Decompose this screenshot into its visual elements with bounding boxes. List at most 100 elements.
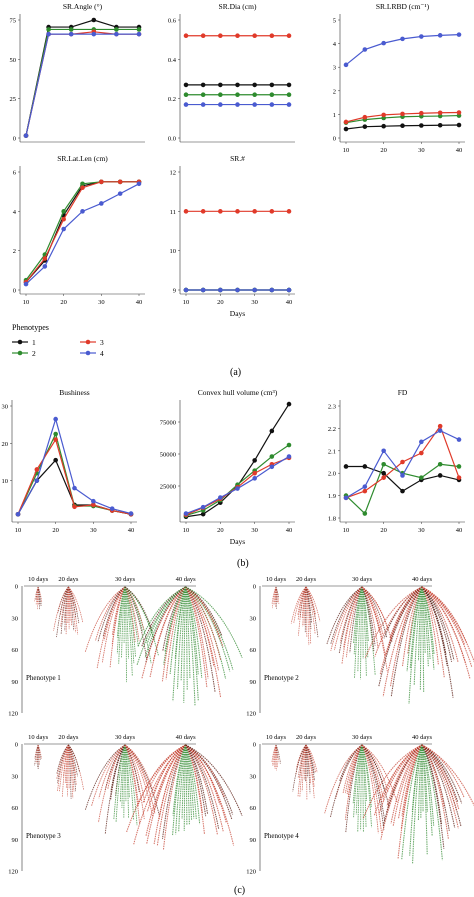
depth-tick-label: 60 (12, 805, 19, 812)
x-tick-label: 40 (286, 527, 293, 534)
root-strand (185, 586, 223, 637)
y-tick-label: 0.4 (168, 57, 177, 64)
chart-title: SR.Angle (°) (63, 2, 103, 11)
day-label: 10 days (28, 576, 49, 583)
data-point (91, 17, 97, 23)
y-tick-label: 1.9 (328, 493, 336, 500)
legend-label: 1 (32, 338, 36, 347)
series-line-4 (17, 416, 132, 515)
chart-8: FD 1.8 1.9 2.0 2.1 2.2 2.3 10 20 30 40 (328, 388, 465, 534)
root-strand (357, 586, 363, 672)
root-system (56, 744, 84, 799)
data-point (456, 437, 462, 442)
x-tick-label: 30 (98, 299, 105, 306)
depth-tick-label: 90 (250, 679, 257, 686)
data-point (218, 102, 223, 107)
x-tick-label: 40 (286, 299, 293, 306)
root-system (362, 744, 474, 864)
data-point (99, 179, 104, 185)
root-strand (162, 586, 186, 651)
legend-title: Phenotypes (12, 323, 49, 332)
root-strand (305, 586, 312, 629)
root-strand (361, 744, 386, 821)
root-strand (185, 744, 207, 817)
panel-label-a: (a) (230, 367, 241, 378)
root-strand (421, 744, 443, 861)
legend-label: 3 (100, 338, 104, 347)
root-strand (185, 744, 209, 815)
x-tick-label: 10 (183, 527, 190, 534)
x-tick-label: 30 (90, 527, 97, 534)
data-point (61, 216, 66, 222)
data-point (68, 31, 74, 37)
root-strand (421, 586, 425, 692)
data-point (286, 401, 292, 407)
root-strand (68, 586, 84, 623)
root-strand (185, 744, 201, 825)
root-strand (185, 586, 188, 691)
data-point (286, 454, 292, 459)
root-strand (68, 586, 70, 630)
data-point (252, 470, 257, 476)
data-point (235, 287, 240, 293)
data-point (252, 476, 257, 481)
root-strand (178, 744, 187, 832)
data-point (136, 27, 142, 32)
day-label: 30 days (352, 576, 373, 583)
root-strand (305, 744, 317, 774)
root-strand (185, 744, 190, 825)
y-tick-label: 75000 (160, 420, 176, 427)
root-system (125, 744, 243, 851)
chart-title: Convex hull volume (cm³) (198, 388, 278, 397)
root-strand (124, 586, 155, 641)
day-label: 30 days (115, 734, 136, 741)
data-point (252, 33, 257, 39)
data-point (456, 464, 462, 469)
root-strand (421, 744, 465, 798)
y-tick-label: 0 (13, 136, 16, 143)
data-point (269, 464, 275, 470)
y-tick-label: 75 (10, 18, 17, 25)
series-line-4 (25, 33, 139, 136)
data-point (400, 459, 405, 465)
chart-title: Bushiness (59, 388, 90, 397)
data-point (109, 506, 115, 511)
root-strand (124, 744, 154, 791)
legend-item-2: 2 (12, 349, 36, 358)
data-point (80, 185, 85, 191)
root-strand (185, 744, 243, 816)
day-label: 20 days (296, 576, 317, 583)
data-point (15, 511, 21, 517)
root-strand (421, 586, 466, 663)
root-strand (68, 586, 77, 618)
data-point (235, 92, 240, 98)
root-strand (185, 744, 227, 823)
data-point (381, 470, 386, 476)
depth-tick-label: 120 (8, 711, 18, 718)
chart-4: SR.Lat.Len (cm) 0 2 4 6 10 20 30 40 (13, 154, 145, 306)
chart-title: SR.# (230, 154, 245, 163)
x-tick-label: 10 (183, 299, 190, 306)
y-tick-label: 25 (10, 96, 17, 103)
chart-title: SR.Lat.Len (cm) (57, 154, 108, 163)
depth-tick-label: 60 (12, 647, 19, 654)
depth-tick-label: 120 (8, 869, 18, 876)
root-strand (421, 586, 429, 667)
root-strand (68, 586, 78, 613)
legend: Phenotypes 1 2 3 4 (12, 323, 104, 358)
root-strand (185, 744, 224, 832)
data-point (362, 464, 368, 469)
root-strand (421, 744, 474, 807)
root-strand (401, 744, 423, 860)
data-point (46, 27, 51, 32)
root-strand (162, 744, 187, 851)
root-strand (299, 744, 307, 778)
root-strand (305, 586, 321, 622)
x-tick-label: 20 (380, 147, 387, 154)
root-system (34, 744, 42, 769)
data-point (218, 92, 223, 98)
root-strand (68, 744, 78, 777)
root-strand (124, 586, 153, 632)
root-strand (360, 586, 363, 680)
